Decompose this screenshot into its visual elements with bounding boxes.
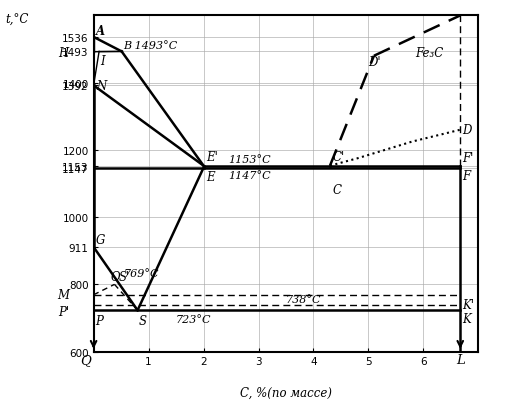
Text: K': K'	[462, 298, 474, 311]
Text: L: L	[456, 353, 465, 366]
Text: Q: Q	[80, 353, 91, 366]
Text: N: N	[96, 80, 106, 92]
Text: 769°C: 769°C	[124, 269, 159, 279]
Text: K: K	[462, 312, 471, 325]
Text: 723°C: 723°C	[176, 314, 212, 324]
Text: G: G	[96, 233, 105, 246]
X-axis label: C, %(по массе): C, %(по массе)	[240, 386, 332, 399]
Text: P': P'	[58, 305, 69, 318]
Text: C: C	[333, 184, 342, 197]
Text: E': E'	[206, 151, 218, 164]
Text: F: F	[462, 170, 470, 183]
Text: I: I	[100, 54, 105, 67]
Text: S': S'	[119, 270, 129, 283]
Text: 1147°C: 1147°C	[228, 171, 271, 181]
Text: S: S	[139, 314, 147, 327]
Text: H: H	[59, 47, 69, 60]
Text: t,°C: t,°C	[5, 12, 29, 25]
Text: P: P	[95, 314, 103, 327]
Text: 738°C: 738°C	[286, 294, 321, 304]
Text: F': F'	[462, 152, 473, 164]
Text: C': C'	[333, 151, 345, 164]
Text: A: A	[96, 25, 105, 38]
Text: Fe₃C: Fe₃C	[415, 47, 443, 60]
Text: M: M	[57, 289, 69, 301]
Text: B 1493°C: B 1493°C	[123, 41, 177, 51]
Text: O: O	[110, 270, 120, 283]
Text: 1153°C: 1153°C	[228, 155, 271, 164]
Text: D': D'	[369, 55, 381, 68]
Text: E: E	[206, 171, 215, 184]
Text: D: D	[462, 124, 471, 137]
